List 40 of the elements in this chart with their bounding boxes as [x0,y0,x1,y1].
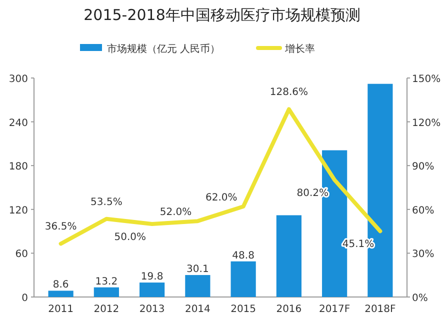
chart-title: 2015-2018年中国移动医疗市场规模预测 [84,6,360,24]
y-tick-label: 300 [8,74,28,85]
y-tick-label: 0 [22,293,28,304]
bar [276,215,302,297]
x-tick-label: 2018F [364,304,396,315]
x-tick-label: 2017F [318,304,350,315]
data-label: 19.8 [140,272,164,283]
data-label: 30.1 [186,264,209,276]
data-label: 52.0% [160,207,192,218]
bar [94,287,119,297]
legend-label: 市场规模（亿元 人民币） [107,43,220,55]
data-label: 50.0% [114,232,146,243]
data-label: 8.6 [52,280,69,291]
y-tick-label: 180 [8,162,28,173]
bar [48,290,74,297]
y2-tick-label: 150% [412,74,441,85]
y-tick-label: 120 [8,205,28,216]
x-tick-label: 2015 [230,304,256,315]
y2-tick-label: 120% [412,118,441,129]
legend-label: 增长率 [284,43,315,55]
data-label: 53.5% [90,196,122,208]
y-tick-label: 240 [8,118,28,129]
x-tick-label: 2011 [48,304,74,315]
x-tick-label: 2014 [184,304,210,315]
y2-tick-label: 90% [412,162,434,173]
y2-tick-label: 0% [412,293,428,304]
data-label: 13.2 [95,276,118,288]
bar [230,261,256,297]
x-tick-label: 2013 [139,304,165,315]
data-label: 36.5% [44,222,77,233]
bar [140,282,165,297]
bar [185,275,210,297]
data-label: 48.8 [232,250,254,262]
data-label: 62.0% [206,192,238,204]
y2-tick-label: 60% [412,205,434,216]
x-tick-label: 2016 [276,304,302,315]
y2-tick-label: 30% [412,249,434,260]
x-tick-label: 2012 [94,304,120,315]
y-tick-label: 60 [15,249,28,260]
data-label: 128.6% [270,87,308,98]
